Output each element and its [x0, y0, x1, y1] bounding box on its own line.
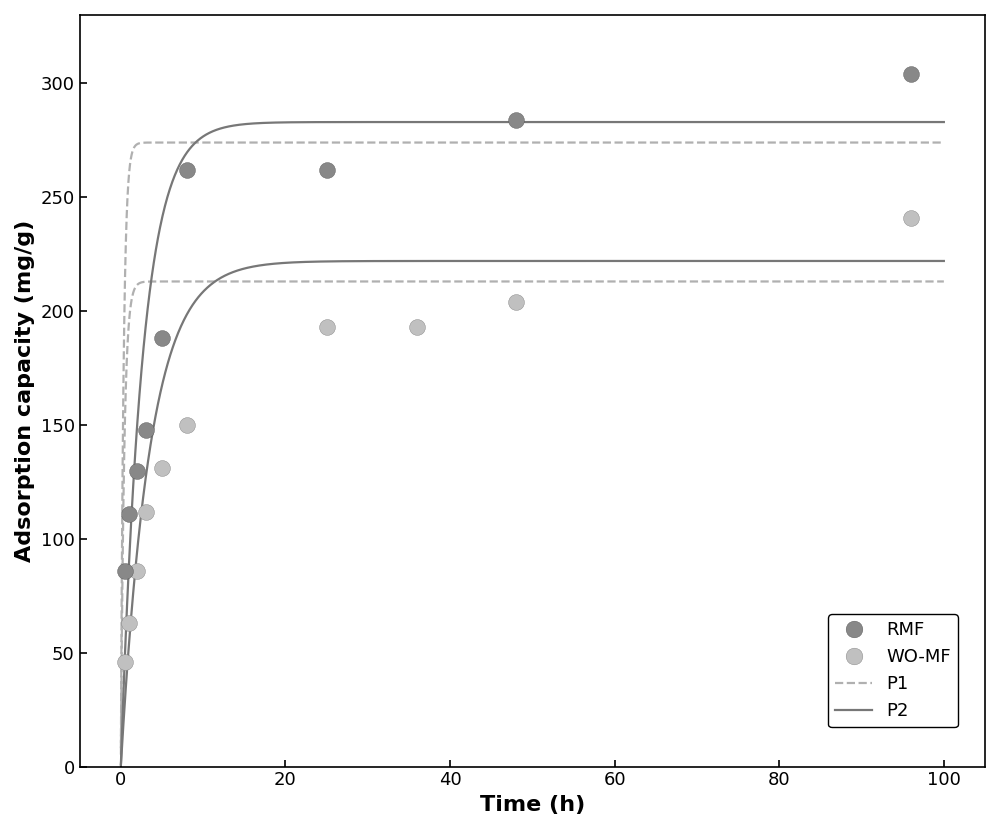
RMF — [903, 67, 919, 81]
RMF — [179, 164, 195, 177]
RMF — [508, 113, 524, 126]
RMF — [138, 422, 154, 436]
WO-MF — [129, 564, 145, 578]
WO-MF — [903, 211, 919, 224]
WO-MF — [117, 655, 133, 668]
Legend: RMF, WO-MF, P1, P2: RMF, WO-MF, P1, P2 — [828, 614, 958, 727]
RMF — [319, 164, 335, 177]
RMF — [129, 464, 145, 477]
WO-MF — [508, 295, 524, 309]
WO-MF — [138, 505, 154, 518]
WO-MF — [154, 461, 170, 475]
WO-MF — [121, 617, 137, 630]
WO-MF — [179, 418, 195, 432]
X-axis label: Time (h): Time (h) — [480, 795, 585, 815]
Y-axis label: Adsorption capacity (mg/g): Adsorption capacity (mg/g) — [15, 220, 35, 562]
RMF — [117, 564, 133, 578]
WO-MF — [409, 320, 425, 334]
RMF — [154, 332, 170, 345]
WO-MF — [319, 320, 335, 334]
RMF — [121, 507, 137, 520]
